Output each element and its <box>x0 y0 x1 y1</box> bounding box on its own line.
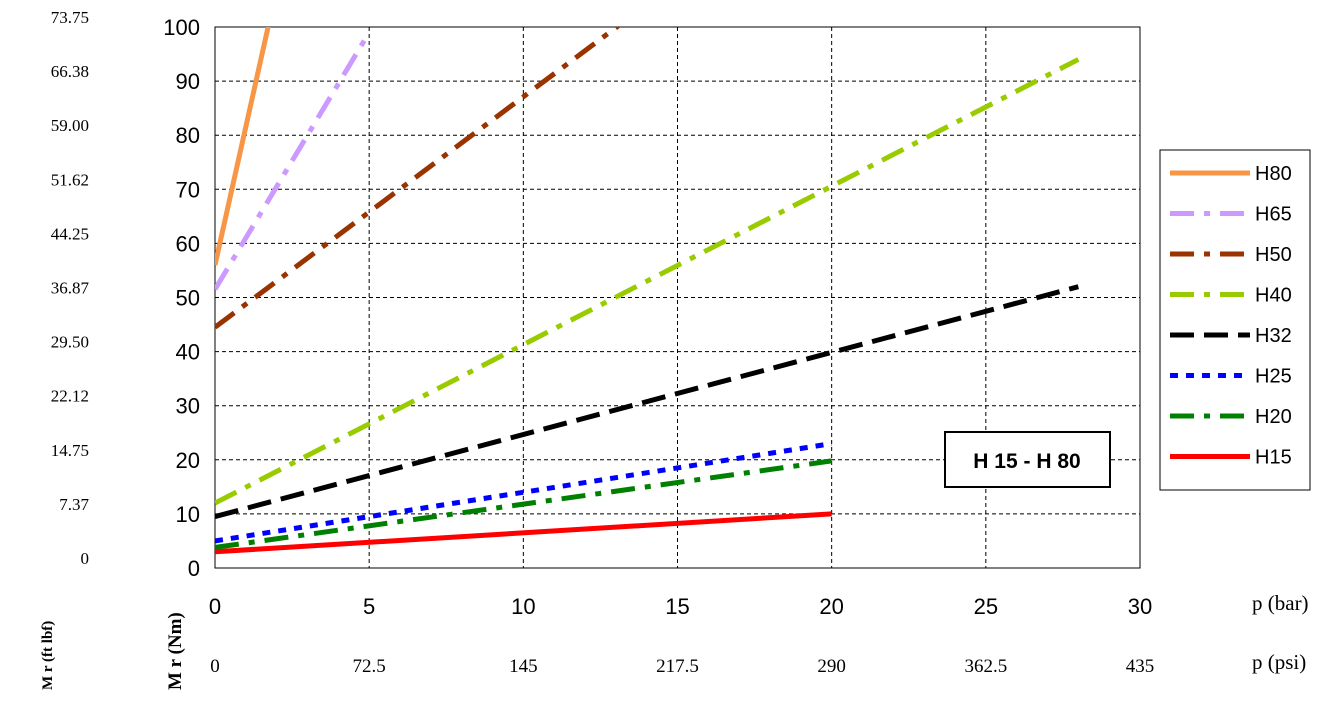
legend-label: H32 <box>1255 325 1292 347</box>
legend-box <box>1159 149 1311 491</box>
x-tick-label: 10 <box>511 594 535 619</box>
series-line-h20 <box>215 458 833 550</box>
x-secondary-tick-label: 0 <box>210 656 220 677</box>
legend-label: H20 <box>1255 406 1292 428</box>
y-secondary-tick-label: 36.87 <box>51 279 90 298</box>
y-tick-label: 40 <box>176 340 200 365</box>
y-secondary-tick-label: 7.37 <box>59 495 89 514</box>
y-tick-label: 0 <box>188 556 200 581</box>
inset-label-box: H 15 - H 80 <box>944 431 1111 488</box>
legend-label: H40 <box>1255 285 1292 307</box>
x-tick-label: 0 <box>209 594 221 619</box>
legend-label: H65 <box>1255 204 1292 226</box>
x-axis-secondary-label: p (psi) <box>1252 650 1306 674</box>
series-layer <box>215 27 1080 555</box>
y-secondary-tick-label: 73.75 <box>51 8 89 27</box>
y-tick-label: 90 <box>176 69 200 94</box>
x-tick-label: 5 <box>363 594 375 619</box>
y-secondary-tick-label: 29.50 <box>51 333 89 352</box>
legend-item-h15: H15 <box>1170 447 1292 469</box>
x-tick-label: 20 <box>819 594 843 619</box>
x-tick-label: 15 <box>665 594 689 619</box>
series-line-h15 <box>215 511 832 555</box>
y-tick-label: 60 <box>176 231 200 256</box>
y-secondary-tick-label: 22.12 <box>51 387 89 406</box>
legend-item-h80: H80 <box>1170 163 1292 185</box>
x-secondary-tick-label: 145 <box>509 656 538 677</box>
x-secondary-tick-label: 217.5 <box>656 656 699 677</box>
y-tick-label: 50 <box>176 286 200 311</box>
y-secondary-tick-label: 44.25 <box>51 224 89 243</box>
legend-label: H50 <box>1255 244 1292 266</box>
x-tick-label: 25 <box>974 594 998 619</box>
x-axis-label: p (bar) <box>1252 591 1309 615</box>
y-tick-label: 100 <box>163 15 200 40</box>
x-secondary-tick-label: 435 <box>1126 656 1155 677</box>
y-tick-label: 30 <box>176 394 200 419</box>
legend-item-h40: H40 <box>1170 285 1292 307</box>
legend-item-h32: H32 <box>1170 325 1292 347</box>
y-tick-label: 10 <box>176 502 200 527</box>
y-secondary-tick-label: 14.75 <box>51 441 89 460</box>
y-secondary-tick-label: 51.62 <box>51 170 89 189</box>
y-secondary-tick-label: 59.00 <box>51 116 89 135</box>
legend: H80 H65 H50 H40 H32 H25 H20 H15 <box>1159 149 1311 491</box>
x-secondary-tick-label: 72.5 <box>353 656 386 677</box>
y-secondary-tick-label: 0 <box>81 549 90 568</box>
legend-item-h65: H65 <box>1170 204 1292 226</box>
y-axis-secondary-label: M r (ft lbf) <box>40 621 56 690</box>
x-tick-label: 30 <box>1128 594 1152 619</box>
series-line-h32 <box>215 284 1079 520</box>
y-tick-label: 20 <box>176 448 200 473</box>
legend-label: H80 <box>1255 163 1292 185</box>
series-line-h40 <box>215 57 1080 506</box>
x-secondary-tick-label: 362.5 <box>964 656 1007 677</box>
legend-item-h25: H25 <box>1170 366 1292 388</box>
x-secondary-tick-label: 290 <box>817 656 846 677</box>
legend-label: H25 <box>1255 366 1292 388</box>
y-tick-label: 70 <box>176 177 200 202</box>
inset-label: H 15 - H 80 <box>973 450 1080 473</box>
legend-label: H15 <box>1255 447 1292 469</box>
legend-item-h20: H20 <box>1170 406 1292 428</box>
tick-labels: 0 5 10 15 20 25 30 0 72.5 145 217.5 290 362.5 435 0 10 2… <box>51 8 1155 677</box>
series-line-h50 <box>215 27 621 330</box>
legend-item-h50: H50 <box>1170 244 1292 266</box>
y-secondary-tick-label: 66.38 <box>51 62 89 81</box>
y-axis-label: M r (Nm) <box>165 612 186 690</box>
series-line-h80 <box>215 27 271 266</box>
y-tick-label: 80 <box>176 123 200 148</box>
